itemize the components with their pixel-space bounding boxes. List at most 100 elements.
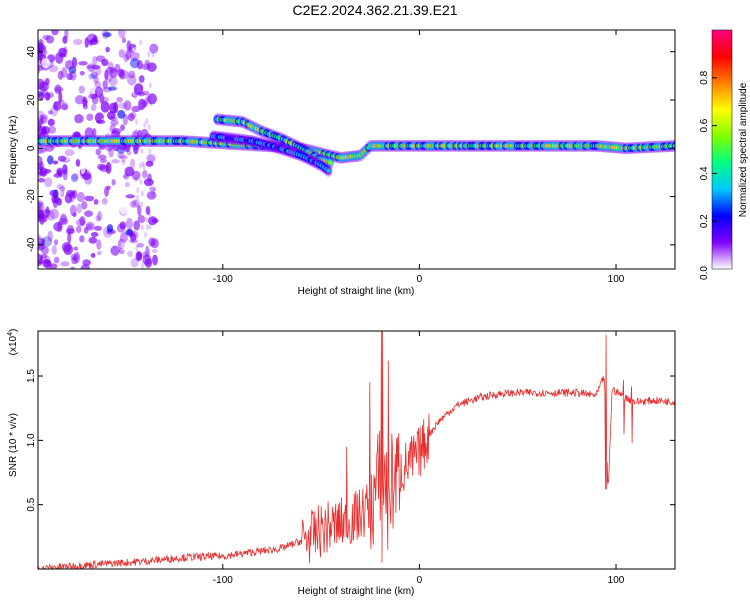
spectrogram-noise-cell xyxy=(38,236,42,241)
spectrogram-noise-cell xyxy=(42,110,49,118)
spectrogram-noise-cell xyxy=(70,266,76,269)
spectrogram-noise-cell xyxy=(117,109,126,119)
spectrogram-noise-cell xyxy=(109,116,118,121)
spectrogram-noise-cell xyxy=(133,130,137,137)
spectrogram-noise-cell xyxy=(86,64,91,70)
spectrogram-noise-cell xyxy=(51,194,58,204)
spectrogram-noise-cell xyxy=(38,89,46,100)
spectrogram-noise-cell xyxy=(131,170,141,181)
colorbar-tick-label: 0.2 xyxy=(699,214,710,228)
spectrogram-noise-cell xyxy=(124,166,135,177)
colorbar-tick-label: 0.0 xyxy=(699,266,710,280)
spectrogram-noise-cell xyxy=(61,67,68,78)
snr-y-tick-label: 0.5 xyxy=(26,497,37,511)
spectrogram-noise-cell xyxy=(108,146,114,158)
spectrogram-noise-cell xyxy=(134,87,138,94)
spectrogram-noise-cell xyxy=(101,197,108,205)
spectrogram-noise-cell xyxy=(142,254,152,266)
spectrogram-noise-cell xyxy=(53,221,63,232)
spectrogram-noise-cell xyxy=(147,123,151,130)
spectrogram-noise-cell xyxy=(51,245,57,255)
spectrogram-noise-cell xyxy=(136,187,140,194)
spectrogram-noise-cell xyxy=(61,102,69,111)
spectrogram-noise-cell xyxy=(70,191,75,199)
spectrogram-noise-cell xyxy=(144,101,148,108)
spectrogram-noise-cell xyxy=(56,184,65,190)
snr-frame xyxy=(37,330,676,570)
spectrogram-noise-cell xyxy=(102,32,112,38)
spectrogram-noise-cell xyxy=(123,173,130,181)
spectrogram-noise-cell xyxy=(139,264,147,269)
spectrogram-noise-cell xyxy=(45,35,55,44)
spectrogram-noise-cell xyxy=(59,103,68,111)
spectrogram-noise-cell xyxy=(44,144,54,152)
spectrogram-noise-cell xyxy=(38,148,43,155)
spectrogram-noise-cell xyxy=(131,46,142,53)
spectrogram-noise-cell xyxy=(145,97,149,104)
spectrogram-noise-cell xyxy=(149,100,153,107)
spectrogram-noise-cell xyxy=(106,185,111,190)
spectrogram-track-cell xyxy=(326,168,331,173)
spectrogram-noise-cell xyxy=(41,57,51,69)
snr-x-tick-label: 0 xyxy=(417,575,423,586)
spectrogram-noise-cell xyxy=(78,85,85,94)
spectrogram-noise-cell xyxy=(104,142,113,152)
spectrogram-noise-cell xyxy=(151,51,155,58)
spectrogram-noise-cell xyxy=(138,252,142,259)
spectrogram-noise-cell xyxy=(117,68,125,78)
spectrogram-noise-cell xyxy=(74,96,80,104)
spectrogram-noise-cell xyxy=(62,169,68,181)
spectrogram-noise-cell xyxy=(151,249,158,254)
spectrogram-noise-cell xyxy=(135,128,139,135)
colorbar-tick-label: 0.4 xyxy=(699,166,710,180)
spectrogram-noise-cell xyxy=(131,105,141,113)
spectrogram-noise-cell xyxy=(73,38,83,46)
spectrogram-noise-cell xyxy=(145,93,149,100)
spectrogram-noise-cell xyxy=(65,117,73,127)
snr-y-label: SNR (10 * v/v) xyxy=(8,413,19,477)
spectrogram-noise-cell xyxy=(38,260,43,266)
spectrogram-noise-cell xyxy=(84,210,94,218)
spectrogram-noise-cell xyxy=(146,62,157,72)
spectrogram-noise-cell xyxy=(97,250,102,256)
spectrogram-noise-cell xyxy=(152,254,158,266)
spectrogram-noise-cell xyxy=(78,61,88,66)
colorbar-tick-label: 0.8 xyxy=(699,70,710,84)
spectrogram-noise-cell xyxy=(116,96,123,103)
spectrogram-noise-cell xyxy=(124,181,130,188)
spectrogram-noise-cell xyxy=(110,245,120,256)
spectrogram-noise-cell xyxy=(94,86,104,98)
spectrogram-noise-cell xyxy=(147,51,151,58)
spectrogram-noise-cell xyxy=(111,179,116,186)
spectrogram-noise-cell xyxy=(38,209,45,219)
spectrogram-noise-cell xyxy=(140,224,144,231)
spectrogram-noise-cell xyxy=(59,190,65,198)
spectrogram-noise-cell xyxy=(148,148,152,155)
snr-x-tick-label: -100 xyxy=(213,575,233,586)
spectrogram-x-tick-label: 0 xyxy=(417,274,423,285)
spectrogram-track-cell xyxy=(327,160,333,165)
spectrogram-noise-cell xyxy=(73,246,79,251)
spectrogram-noise-cell xyxy=(93,198,99,205)
spectrogram-noise-cell xyxy=(54,239,59,246)
spectrogram-noise-cell xyxy=(47,230,53,242)
spectrogram-noise-cell xyxy=(87,93,98,100)
spectrogram-noise-cell xyxy=(63,244,74,256)
snr-y-tick-label: 1.5 xyxy=(26,369,37,383)
spectrogram-noise-cell xyxy=(87,63,96,73)
spectrogram-noise-cell xyxy=(104,69,109,81)
spectrogram-noise-cell xyxy=(117,82,123,88)
spectrogram-noise-cell xyxy=(143,178,154,187)
spectrogram-noise-cell xyxy=(85,221,95,231)
spectrogram-noise-cell xyxy=(71,256,78,265)
spectrogram-noise-cell xyxy=(80,166,86,175)
spectrogram-noise-cell xyxy=(105,46,110,53)
spectrogram-noise-cell xyxy=(66,73,73,81)
spectrogram-noise-cell xyxy=(72,212,77,218)
spectrogram-noise-cell xyxy=(53,100,62,111)
spectrogram-noise-cell xyxy=(148,82,152,89)
spectrogram-noise-cell xyxy=(118,155,128,160)
snr-x-label: Height of straight line (km) xyxy=(298,586,415,597)
spectrogram-noise-cell xyxy=(42,34,50,41)
spectrogram-noise-cell xyxy=(131,199,140,208)
